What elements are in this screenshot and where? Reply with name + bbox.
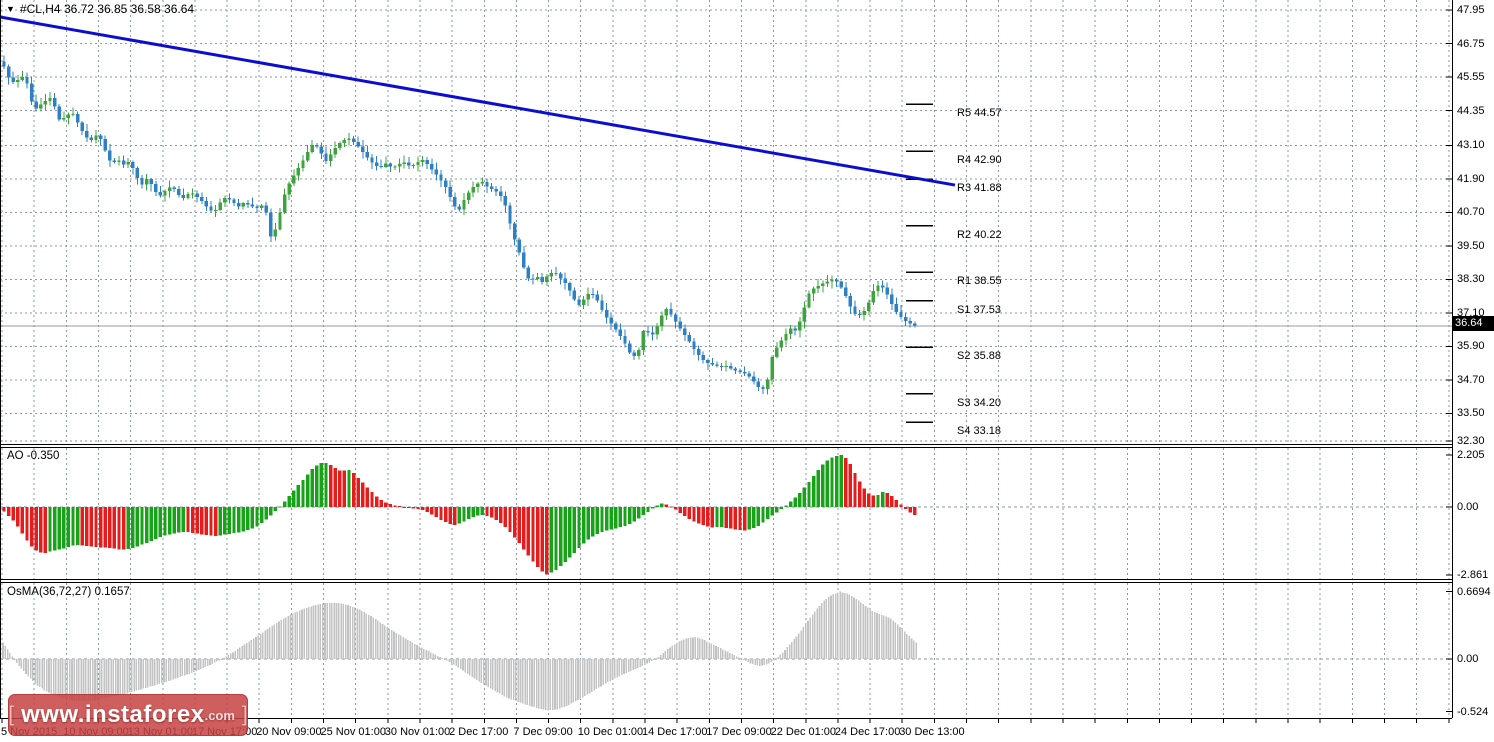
ao-axis-label: -2.861: [1457, 568, 1489, 581]
osma-indicator-label: OsMA(36,72,27) 0.1657: [7, 586, 130, 598]
price-axis-label: 46.75: [1457, 37, 1485, 50]
symbol-period-label: #CL,H4: [19, 2, 61, 16]
price-axis-label: 37.10: [1457, 306, 1485, 319]
ao-indicator-label: AO -0.350: [7, 450, 60, 462]
candlesticks: [2, 55, 917, 395]
price-axis-label: 39.50: [1457, 239, 1485, 252]
time-axis-label: 10 Dec 01:00: [577, 726, 644, 738]
time-axis-label: 14 Dec 17:00: [642, 726, 708, 738]
chart-title: ▼ #CL,H4 36.72 36.85 36.58 36.64: [6, 2, 194, 16]
price-axis-label: 40.70: [1457, 206, 1485, 219]
grid: [0, 0, 1452, 717]
chart-menu-dropdown-icon[interactable]: ▼: [6, 4, 15, 14]
watermark-left-bracket: [: [8, 703, 15, 726]
level-label: R3 41.88: [957, 182, 1002, 195]
watermark-right-bracket: ]: [241, 703, 248, 726]
time-axis-label: 25 Nov 01:00: [320, 726, 386, 738]
current-price-badge: 36.64: [1452, 316, 1494, 331]
time-axis-label: 30 Dec 13:00: [899, 726, 965, 738]
osma-axis-label: -0.524: [1457, 705, 1489, 718]
trendline[interactable]: [0, 15, 956, 187]
osma-histogram: [2, 591, 917, 711]
level-label: S3 34.20: [957, 396, 1002, 409]
ao-histogram: [2, 454, 917, 575]
level-label: R2 40.22: [957, 228, 1002, 241]
price-axis-label: 41.90: [1457, 172, 1485, 185]
support-resistance-levels[interactable]: [906, 103, 933, 424]
level-label: R1 38.55: [957, 275, 1002, 288]
price-axis-label: 38.30: [1457, 273, 1485, 286]
time-axis-label: 24 Dec 17:00: [834, 726, 901, 738]
osma-axis-label: 0.6694: [1457, 585, 1491, 598]
level-label: S1 37.53: [957, 303, 1002, 316]
panel-borders: [0, 0, 1453, 723]
ao-axis-label: 2.205: [1457, 448, 1485, 461]
osma-axis-label: 0.00: [1457, 653, 1479, 665]
level-label: S4 33.18: [957, 425, 1002, 438]
price-axis-label: 32.30: [1457, 435, 1485, 447]
price-axis-label: 33.50: [1457, 407, 1485, 420]
level-label: R4 42.90: [957, 154, 1002, 166]
price-axis-label: 44.35: [1457, 104, 1485, 117]
time-axis-label: 7 Dec 09:00: [513, 726, 573, 738]
price-axis-label: 47.95: [1457, 4, 1485, 16]
price-axis-label: 35.90: [1457, 340, 1485, 353]
price-axis-label: 34.70: [1457, 373, 1485, 386]
price-axis-label: 45.55: [1457, 71, 1485, 84]
ao-axis-label: 0.00: [1457, 501, 1479, 513]
price-axis-label: 43.10: [1457, 139, 1485, 152]
watermark-text: www.instaforex: [21, 701, 205, 728]
time-axis-label: 2 Dec 17:00: [449, 726, 509, 738]
level-label: R5 44.57: [957, 107, 1002, 120]
level-label: S2 35.88: [957, 350, 1002, 363]
ohlc-values-label: 36.72 36.85 36.58 36.64: [63, 2, 195, 16]
watermark-suffix: .com: [204, 707, 235, 723]
time-axis-label: 22 Dec 01:00: [770, 726, 837, 738]
instaforex-watermark: [ www.instaforex .com ]: [8, 694, 248, 736]
time-axis-label: 30 Nov 01:00: [384, 726, 451, 738]
time-axis-label: 17 Dec 09:00: [706, 726, 772, 738]
time-axis-label: 20 Nov 09:00: [256, 726, 322, 738]
